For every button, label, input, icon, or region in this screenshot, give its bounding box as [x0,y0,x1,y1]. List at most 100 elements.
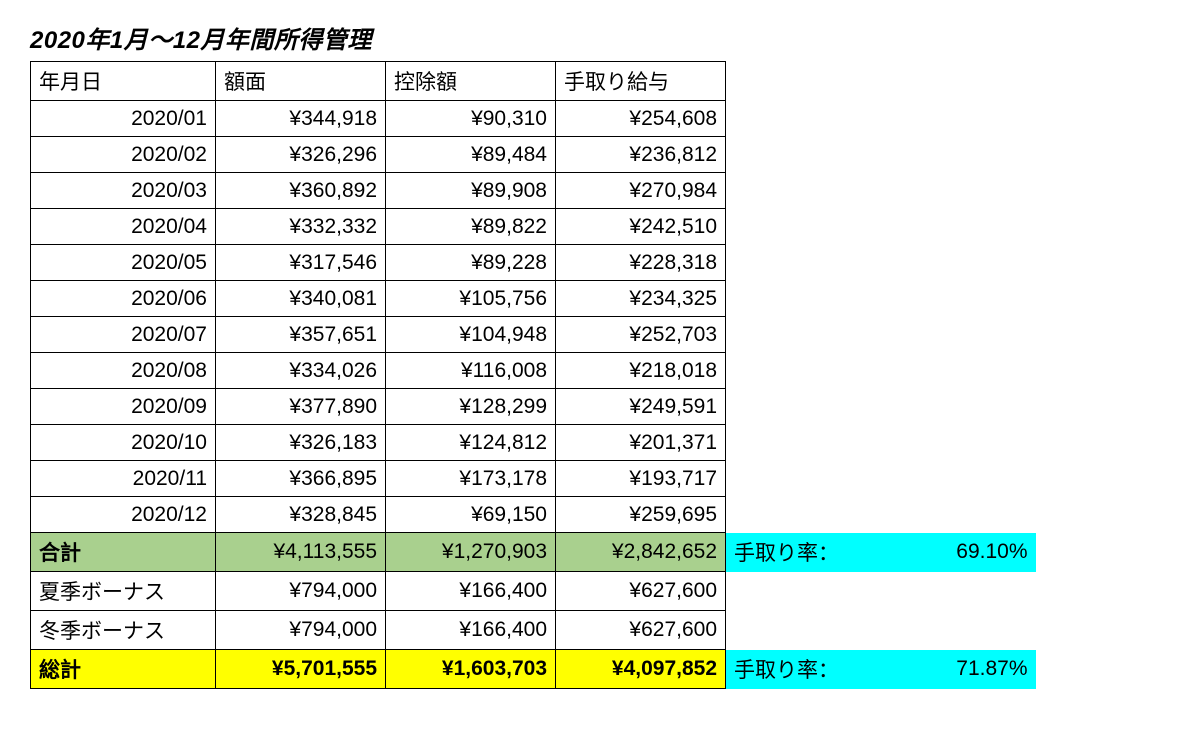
bonus-winter-label: 冬季ボーナス [31,611,216,650]
table-row: 2020/06¥340,081¥105,756¥234,325 [31,281,1036,317]
cell-net: ¥228,318 [556,245,726,281]
cell-spacer2 [866,389,1036,425]
subtotal-row: 合計 ¥4,113,555 ¥1,270,903 ¥2,842,652 手取り率… [31,533,1036,572]
cell-deduct: ¥104,948 [386,317,556,353]
grandtotal-row: 総計 ¥5,701,555 ¥1,603,703 ¥4,097,852 手取り率… [31,650,1036,689]
cell-spacer2 [866,281,1036,317]
subtotal-rate: 69.10% [866,533,1036,572]
cell-net: ¥234,325 [556,281,726,317]
cell-deduct: ¥105,756 [386,281,556,317]
cell-net: ¥218,018 [556,353,726,389]
cell-gross: ¥360,892 [216,173,386,209]
cell-gross: ¥357,651 [216,317,386,353]
cell-net: ¥242,510 [556,209,726,245]
cell-net: ¥193,717 [556,461,726,497]
cell-gross: ¥340,081 [216,281,386,317]
cell-spacer1 [726,173,866,209]
bonus-summer-net: ¥627,600 [556,572,726,611]
bonus-summer-label: 夏季ボーナス [31,572,216,611]
cell-spacer1 [726,101,866,137]
subtotal-label: 合計 [31,533,216,572]
cell-net: ¥252,703 [556,317,726,353]
table-row: 2020/04¥332,332¥89,822¥242,510 [31,209,1036,245]
cell-gross: ¥317,546 [216,245,386,281]
cell-gross: ¥332,332 [216,209,386,245]
table-row: 2020/09¥377,890¥128,299¥249,591 [31,389,1036,425]
cell-date: 2020/02 [31,137,216,173]
subtotal-gross: ¥4,113,555 [216,533,386,572]
cell-spacer1 [726,497,866,533]
cell-deduct: ¥89,228 [386,245,556,281]
table-row: 2020/01¥344,918¥90,310¥254,608 [31,101,1036,137]
subtotal-rate-label: 手取り率： [726,533,866,572]
cell-spacer2 [866,209,1036,245]
cell-date: 2020/05 [31,245,216,281]
cell-date: 2020/11 [31,461,216,497]
cell-spacer2 [866,101,1036,137]
grandtotal-rate: 71.87% [866,650,1036,689]
cell-date: 2020/04 [31,209,216,245]
cell-date: 2020/10 [31,425,216,461]
table-row: 2020/05¥317,546¥89,228¥228,318 [31,245,1036,281]
cell-spacer2 [866,425,1036,461]
cell-deduct: ¥89,484 [386,137,556,173]
cell-spacer2 [866,173,1036,209]
header-spacer1 [726,62,866,101]
cell-spacer2 [866,461,1036,497]
grandtotal-label: 総計 [31,650,216,689]
cell-date: 2020/06 [31,281,216,317]
bonus-winter-spacer2 [866,611,1036,650]
table-row: 2020/08¥334,026¥116,008¥218,018 [31,353,1036,389]
subtotal-deduct: ¥1,270,903 [386,533,556,572]
cell-deduct: ¥124,812 [386,425,556,461]
cell-spacer2 [866,245,1036,281]
cell-gross: ¥334,026 [216,353,386,389]
header-net: 手取り給与 [556,62,726,101]
cell-spacer1 [726,245,866,281]
cell-gross: ¥366,895 [216,461,386,497]
cell-net: ¥259,695 [556,497,726,533]
income-table: 年月日 額面 控除額 手取り給与 2020/01¥344,918¥90,310¥… [30,61,1036,689]
page-title: 2020年1月～12月年間所得管理 [30,20,1170,55]
cell-net: ¥249,591 [556,389,726,425]
cell-gross: ¥326,183 [216,425,386,461]
cell-gross: ¥328,845 [216,497,386,533]
table-row: 2020/11¥366,895¥173,178¥193,717 [31,461,1036,497]
cell-date: 2020/07 [31,317,216,353]
bonus-winter-gross: ¥794,000 [216,611,386,650]
cell-spacer1 [726,389,866,425]
cell-date: 2020/12 [31,497,216,533]
bonus-summer-spacer2 [866,572,1036,611]
cell-deduct: ¥69,150 [386,497,556,533]
cell-spacer2 [866,353,1036,389]
header-gross: 額面 [216,62,386,101]
bonus-summer-spacer1 [726,572,866,611]
cell-spacer2 [866,497,1036,533]
cell-deduct: ¥128,299 [386,389,556,425]
table-row: 2020/02¥326,296¥89,484¥236,812 [31,137,1036,173]
cell-date: 2020/09 [31,389,216,425]
cell-date: 2020/01 [31,101,216,137]
cell-gross: ¥326,296 [216,137,386,173]
bonus-winter-spacer1 [726,611,866,650]
cell-deduct: ¥116,008 [386,353,556,389]
table-row: 2020/10¥326,183¥124,812¥201,371 [31,425,1036,461]
cell-gross: ¥377,890 [216,389,386,425]
cell-spacer1 [726,137,866,173]
cell-deduct: ¥89,822 [386,209,556,245]
bonus-summer-deduct: ¥166,400 [386,572,556,611]
table-row: 2020/03¥360,892¥89,908¥270,984 [31,173,1036,209]
cell-spacer1 [726,317,866,353]
bonus-winter-row: 冬季ボーナス ¥794,000 ¥166,400 ¥627,600 [31,611,1036,650]
cell-deduct: ¥173,178 [386,461,556,497]
subtotal-net: ¥2,842,652 [556,533,726,572]
cell-net: ¥270,984 [556,173,726,209]
table-row: 2020/07¥357,651¥104,948¥252,703 [31,317,1036,353]
header-date: 年月日 [31,62,216,101]
grandtotal-deduct: ¥1,603,703 [386,650,556,689]
cell-gross: ¥344,918 [216,101,386,137]
cell-spacer1 [726,461,866,497]
grandtotal-rate-label: 手取り率： [726,650,866,689]
cell-spacer1 [726,209,866,245]
header-spacer2 [866,62,1036,101]
